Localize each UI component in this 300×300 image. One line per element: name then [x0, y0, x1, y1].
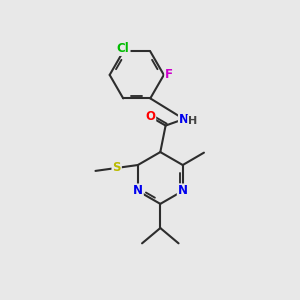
Text: H: H: [188, 116, 197, 126]
Text: S: S: [112, 161, 121, 175]
Text: N: N: [133, 184, 143, 197]
Text: N: N: [178, 184, 188, 197]
Text: Cl: Cl: [117, 42, 130, 55]
Text: O: O: [145, 110, 155, 123]
Text: N: N: [179, 112, 189, 126]
Text: F: F: [165, 68, 173, 81]
